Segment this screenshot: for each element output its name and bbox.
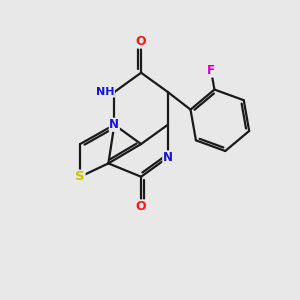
Text: S: S [75,170,85,183]
Text: O: O [136,200,146,213]
Text: O: O [136,35,146,48]
Text: N: N [109,118,119,131]
Text: NH: NH [96,87,114,97]
Text: N: N [163,151,173,164]
Text: F: F [207,64,215,77]
